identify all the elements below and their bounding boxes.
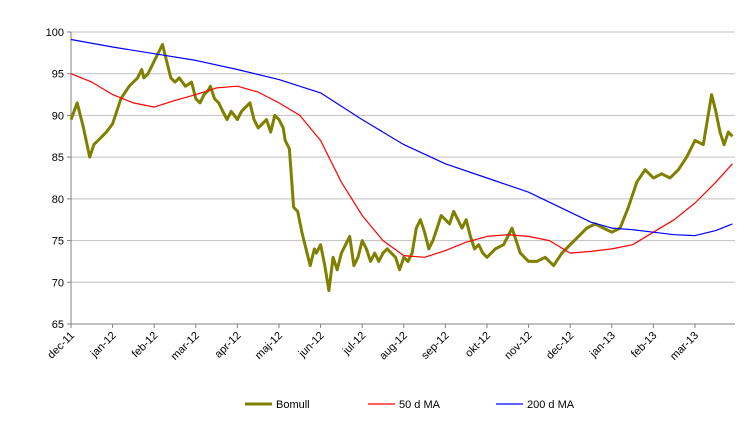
x-tick-label: jan-13 (587, 330, 618, 361)
legend-label: 200 d MA (527, 399, 575, 411)
y-tick-label: 80 (52, 194, 64, 206)
x-tick-label: mar-12 (169, 330, 202, 363)
y-axis-ticks: 65 70 75 80 85 90 95 100 (46, 27, 71, 331)
x-tick-label: mar-13 (668, 330, 701, 363)
y-tick-label: 65 (52, 319, 64, 331)
x-tick-label: jul-12 (340, 330, 368, 358)
x-tick-label: nov-12 (502, 330, 534, 362)
x-tick-label: okt-12 (463, 330, 493, 360)
x-tick-label: dec-11 (45, 330, 77, 362)
series-lines (69, 38, 734, 293)
x-tick-label: dec-12 (544, 330, 576, 362)
y-tick-label: 95 (52, 69, 64, 81)
x-tick-label: feb-13 (629, 330, 660, 361)
series-50d-ma-line (70, 73, 733, 258)
x-tick-label: aug-12 (377, 330, 410, 363)
legend: Bomull 50 d MA 200 d MA (245, 399, 575, 411)
y-tick-label: 100 (46, 27, 64, 39)
axes (70, 32, 735, 325)
series-bomull-line (69, 43, 734, 293)
legend-label: 50 d MA (399, 399, 441, 411)
x-tick-label: jun-12 (296, 330, 327, 361)
x-tick-label: sep-12 (419, 330, 451, 362)
x-tick-label: feb-12 (130, 330, 161, 361)
y-tick-label: 70 (52, 277, 64, 289)
y-tick-label: 90 (52, 110, 64, 122)
x-tick-label: jan-12 (88, 330, 119, 361)
legend-label: Bomull (276, 399, 310, 411)
x-tick-label: apr-12 (213, 330, 244, 361)
x-tick-label: maj-12 (253, 330, 285, 362)
y-tick-label: 75 (52, 236, 64, 248)
x-axis-ticks: dec-11 jan-12 feb-12 mar-12 apr-12 maj-12 jun-… (45, 324, 701, 363)
y-tick-label: 85 (52, 152, 64, 164)
gridlines (71, 31, 735, 283)
series-200d-ma-line (70, 38, 733, 237)
